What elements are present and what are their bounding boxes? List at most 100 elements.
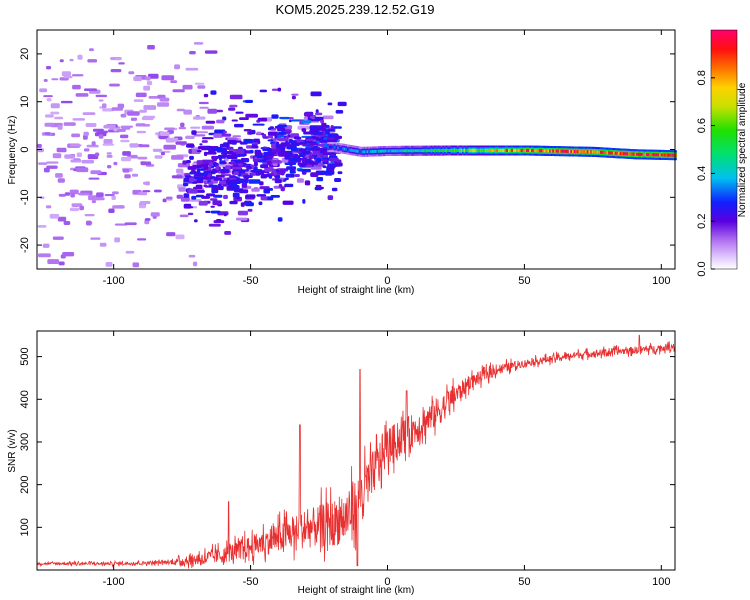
noise-blob bbox=[62, 252, 75, 257]
noise-blob bbox=[213, 177, 223, 181]
ridge-core bbox=[641, 152, 644, 156]
noise-blob bbox=[278, 152, 287, 157]
snr-series-line bbox=[36, 334, 676, 569]
noise-blob bbox=[215, 165, 220, 171]
ridge-core bbox=[351, 149, 355, 152]
snr-y-tick-label: 400 bbox=[19, 390, 31, 408]
spectrogram-y-ticks: -20 -10 0 10 20 bbox=[19, 48, 675, 253]
noise-blob bbox=[174, 64, 180, 70]
noise-blob bbox=[84, 88, 97, 91]
noise-blob bbox=[176, 194, 183, 199]
noise-blob bbox=[159, 135, 169, 140]
ridge-core bbox=[420, 149, 424, 153]
noise-blob bbox=[316, 177, 324, 182]
noise-blob bbox=[232, 135, 241, 138]
noise-blob bbox=[166, 232, 176, 237]
ridge-core bbox=[608, 151, 612, 155]
noise-blob bbox=[320, 154, 324, 158]
noise-blob bbox=[222, 184, 228, 187]
noise-blob bbox=[166, 196, 173, 200]
noise-blob bbox=[245, 202, 254, 207]
ridge-core bbox=[368, 150, 372, 154]
ridge-core bbox=[526, 149, 529, 152]
noise-blob bbox=[188, 188, 198, 194]
ridge-core bbox=[570, 149, 574, 153]
noise-blob bbox=[321, 122, 327, 127]
noise-blob bbox=[189, 51, 196, 55]
noise-blob bbox=[244, 139, 254, 144]
noise-blob bbox=[310, 172, 319, 177]
ridge-core bbox=[450, 149, 454, 152]
noise-blob bbox=[315, 112, 323, 116]
ridge-core bbox=[460, 149, 464, 152]
noise-blob bbox=[77, 54, 83, 60]
ridge-core bbox=[535, 149, 539, 153]
noise-blob bbox=[208, 162, 213, 167]
noise-blob bbox=[110, 69, 122, 73]
noise-blob bbox=[160, 131, 170, 136]
colorbar-label: Normalized spectral amplitude bbox=[737, 82, 748, 217]
noise-blob bbox=[113, 161, 118, 166]
ridge-core bbox=[478, 149, 482, 152]
ridge-core bbox=[616, 151, 620, 155]
noise-blob bbox=[187, 212, 194, 216]
noise-blob bbox=[291, 95, 296, 100]
ridge-core bbox=[470, 149, 474, 152]
noise-blob bbox=[252, 123, 265, 126]
ridge-core bbox=[508, 149, 511, 152]
noise-blob bbox=[229, 200, 238, 205]
ridge-core bbox=[439, 149, 442, 153]
spectrogram-ridge-layer bbox=[327, 142, 677, 161]
noise-blob bbox=[220, 170, 229, 174]
noise-blob bbox=[217, 183, 222, 188]
noise-blob bbox=[206, 193, 216, 197]
noise-blob bbox=[176, 168, 184, 174]
noise-blob bbox=[120, 134, 129, 139]
ridge-core bbox=[337, 146, 341, 150]
noise-blob bbox=[291, 147, 299, 152]
ridge-core bbox=[629, 152, 633, 156]
ridge-core bbox=[524, 149, 528, 152]
noise-blob bbox=[243, 129, 252, 132]
figure-title: KOM5.2025.239.12.52.G19 bbox=[275, 2, 434, 17]
noise-blob bbox=[83, 134, 88, 140]
noise-blob bbox=[303, 116, 308, 121]
ridge-core bbox=[577, 150, 580, 154]
noise-blob bbox=[189, 199, 202, 202]
noise-blob bbox=[102, 108, 114, 112]
ridge-core bbox=[404, 149, 408, 153]
noise-blob bbox=[316, 131, 323, 135]
ridge-core bbox=[565, 149, 569, 153]
noise-blob bbox=[98, 134, 104, 139]
noise-blob bbox=[213, 194, 223, 198]
ridge-core bbox=[353, 149, 357, 153]
ridge-core bbox=[595, 150, 598, 154]
ridge-core bbox=[539, 149, 543, 153]
ridge-core bbox=[440, 149, 444, 153]
noise-blob bbox=[310, 91, 322, 97]
noise-blob bbox=[125, 250, 135, 254]
ridge-core bbox=[646, 153, 649, 157]
ridge-core bbox=[519, 149, 523, 152]
noise-blob bbox=[334, 164, 341, 167]
ridge-core bbox=[522, 149, 526, 152]
noise-blob bbox=[172, 89, 185, 93]
ridge-core bbox=[483, 149, 487, 152]
ridge-core bbox=[356, 149, 360, 153]
noise-blob bbox=[208, 223, 221, 227]
noise-blob bbox=[245, 99, 253, 103]
noise-blob bbox=[329, 170, 335, 175]
ridge-core bbox=[560, 149, 564, 153]
ridge-core bbox=[632, 152, 636, 156]
noise-blob bbox=[141, 116, 154, 121]
noise-blob bbox=[159, 97, 170, 102]
noise-blob bbox=[206, 151, 217, 155]
ridge-core bbox=[652, 153, 656, 157]
noise-blob bbox=[271, 88, 278, 91]
noise-blob bbox=[270, 138, 277, 143]
ridge-core bbox=[554, 149, 557, 153]
ridge-core bbox=[509, 149, 513, 152]
noise-blob bbox=[202, 177, 212, 180]
ridge-core bbox=[506, 149, 510, 152]
